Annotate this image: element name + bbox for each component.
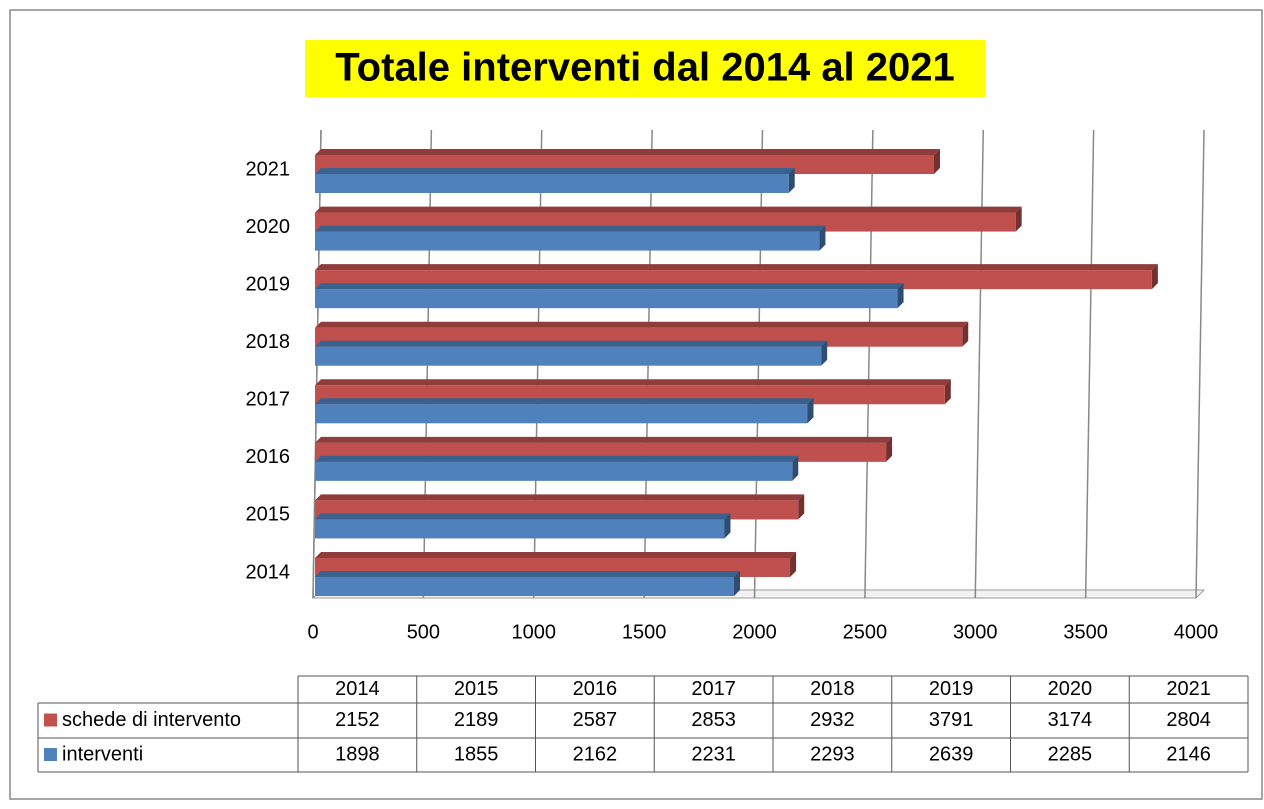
bar-top-face	[315, 513, 731, 520]
y-tick-label: 2015	[246, 504, 291, 526]
legend-swatch	[44, 748, 57, 761]
table-header: 2015	[454, 678, 499, 700]
table-value: 1855	[454, 743, 499, 765]
bar-side-face	[798, 494, 805, 520]
bar-top-face	[315, 149, 940, 155]
bar-side-face	[821, 340, 828, 366]
bar-side-face	[1151, 264, 1158, 290]
bar-side-face	[788, 168, 795, 193]
y-tick-label: 2020	[246, 216, 291, 238]
bar	[315, 404, 808, 424]
bar	[315, 519, 725, 539]
table-header: 2016	[573, 678, 618, 700]
bar-top-face	[315, 206, 1022, 213]
x-tick-label: 3000	[953, 621, 998, 643]
bar-side-face	[962, 321, 969, 347]
grid-line	[1195, 129, 1205, 599]
bar-side-face	[933, 149, 940, 174]
table-value: 2587	[573, 709, 618, 731]
x-tick-label: 0	[307, 621, 318, 643]
table-value: 2152	[335, 709, 380, 731]
bar-top-face	[315, 436, 893, 443]
table-value: 2853	[691, 709, 736, 731]
table-value: 3174	[1048, 709, 1093, 731]
legend-label: schede di intervento	[62, 709, 241, 731]
bar-top-face	[315, 168, 795, 174]
table-header: 2021	[1166, 678, 1211, 700]
bar-top-face	[315, 321, 969, 328]
table-value: 2285	[1048, 743, 1093, 765]
table-value: 2162	[573, 743, 618, 765]
bar-top-face	[315, 283, 904, 290]
y-tick-label: 2014	[246, 561, 291, 583]
y-tick-label: 2019	[246, 273, 291, 295]
y-tick-label: 2016	[246, 446, 291, 468]
bar-side-face	[807, 398, 814, 424]
table-value: 1898	[335, 743, 380, 765]
bar-top-face	[315, 340, 828, 347]
x-tick-label: 500	[407, 621, 440, 643]
bar-top-face	[315, 571, 740, 577]
x-tick-label: 4000	[1174, 621, 1219, 643]
bar-top-face	[315, 264, 1158, 271]
x-tick-label: 1500	[622, 621, 667, 643]
x-tick-label: 2000	[732, 621, 777, 643]
bar-side-face	[897, 283, 904, 309]
bar	[315, 577, 734, 596]
legend-label: interventi	[62, 743, 143, 765]
legend-swatch	[44, 713, 57, 727]
title-background	[305, 40, 985, 97]
bar-side-face	[819, 225, 826, 251]
table-value: 2146	[1166, 743, 1211, 765]
table-header: 2014	[335, 678, 380, 700]
bar-side-face	[733, 571, 740, 596]
bar	[315, 289, 898, 309]
bar-side-face	[944, 379, 951, 405]
bar	[315, 231, 820, 251]
table-header: 2017	[691, 678, 736, 700]
bar-side-face	[792, 455, 799, 481]
table-header: 2020	[1048, 678, 1093, 700]
table-value: 2639	[929, 743, 974, 765]
bar-side-face	[886, 436, 893, 462]
y-tick-label: 2017	[246, 389, 291, 411]
table-header: 2018	[810, 678, 855, 700]
bar-top-face	[315, 494, 805, 501]
table-header: 2019	[929, 678, 974, 700]
table-value: 2231	[691, 743, 736, 765]
y-tick-label: 2018	[246, 331, 291, 353]
table-value: 2189	[454, 709, 499, 731]
x-tick-label: 2500	[843, 621, 888, 643]
table-value: 2293	[810, 743, 855, 765]
bar-top-face	[315, 225, 826, 232]
bar-top-face	[315, 379, 951, 386]
table-value: 2804	[1166, 709, 1211, 731]
table-value: 3791	[929, 709, 974, 731]
bar-top-face	[315, 398, 814, 405]
bar-side-face	[724, 513, 731, 539]
x-tick-label: 1000	[512, 621, 557, 643]
y-tick-label: 2021	[246, 158, 291, 180]
bar-side-face	[790, 552, 797, 577]
grid-line	[1084, 129, 1095, 599]
bar	[315, 346, 822, 366]
bar-top-face	[315, 455, 799, 462]
table-value: 2932	[810, 709, 855, 731]
bar-top-face	[315, 552, 797, 558]
bar-side-face	[1015, 206, 1022, 232]
chart-title: Totale interventi dal 2014 al 2021	[335, 46, 955, 90]
bar	[315, 174, 789, 193]
x-tick-label: 3500	[1063, 621, 1108, 643]
bar	[315, 461, 793, 481]
